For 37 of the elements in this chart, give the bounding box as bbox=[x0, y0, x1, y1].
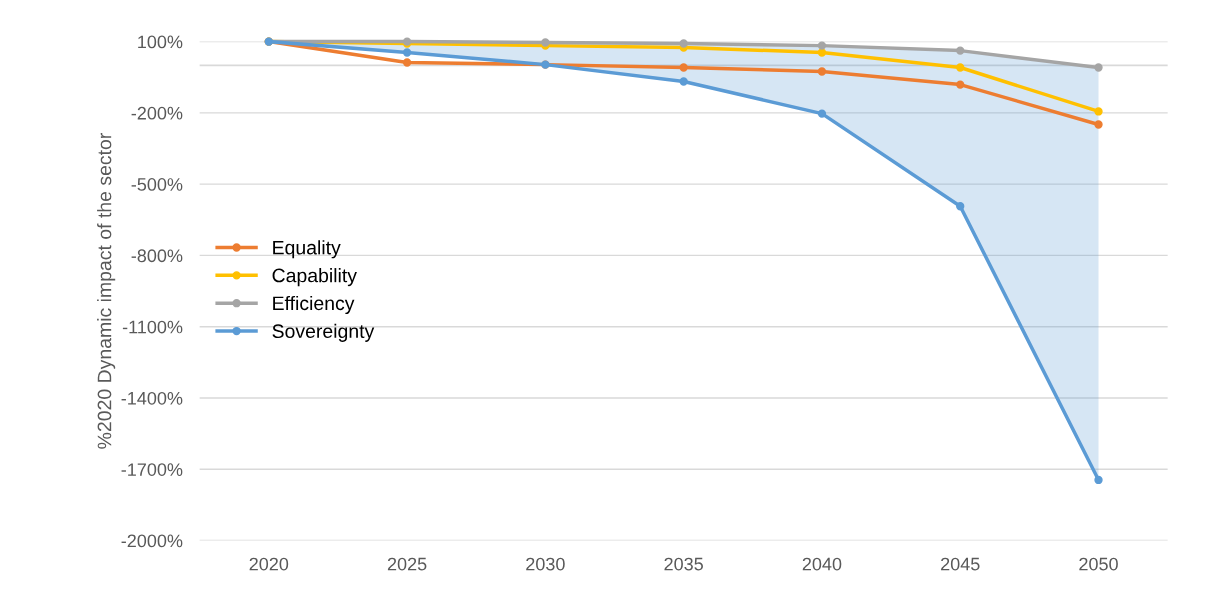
y-tick-label: -1400% bbox=[121, 391, 183, 405]
point bbox=[1094, 107, 1103, 116]
point bbox=[956, 202, 965, 211]
point bbox=[817, 41, 827, 50]
x-tick-label: 2035 bbox=[664, 557, 703, 571]
y-tick-label: -1100% bbox=[122, 320, 183, 334]
y-tick-label: -2000% bbox=[121, 534, 183, 548]
point bbox=[1094, 120, 1103, 129]
legend-label: Sovereignty bbox=[272, 323, 375, 342]
point bbox=[956, 63, 965, 72]
point bbox=[817, 109, 827, 118]
y-tick-label: -500% bbox=[131, 178, 183, 191]
y-tick-label: -1700% bbox=[121, 463, 183, 476]
legend-label: Efficiency bbox=[273, 295, 355, 315]
y-tick-label: 100% bbox=[138, 35, 183, 49]
point bbox=[402, 58, 412, 67]
y-tick-label: -800% bbox=[131, 249, 183, 263]
legend-label: Equality bbox=[273, 240, 341, 259]
point bbox=[679, 77, 688, 86]
y-tick-label: -200% bbox=[131, 106, 183, 120]
point bbox=[817, 48, 827, 57]
point bbox=[956, 80, 965, 89]
point bbox=[679, 63, 688, 72]
point bbox=[817, 67, 827, 76]
point bbox=[956, 46, 965, 55]
x-tick-label: 2025 bbox=[387, 557, 427, 571]
point bbox=[1094, 63, 1103, 72]
legend-label: Capability bbox=[272, 268, 357, 287]
y-axis-title: %2020 Dynamic impact of the sector bbox=[97, 133, 116, 449]
point bbox=[402, 48, 412, 57]
x-tick-label: 2050 bbox=[1079, 557, 1118, 571]
x-tick-label: 2030 bbox=[526, 557, 565, 571]
x-tick-label: 2040 bbox=[802, 557, 842, 571]
point bbox=[679, 39, 688, 48]
x-tick-label: 2020 bbox=[249, 557, 289, 571]
x-tick-label: 2045 bbox=[941, 557, 980, 571]
point bbox=[1094, 475, 1103, 485]
